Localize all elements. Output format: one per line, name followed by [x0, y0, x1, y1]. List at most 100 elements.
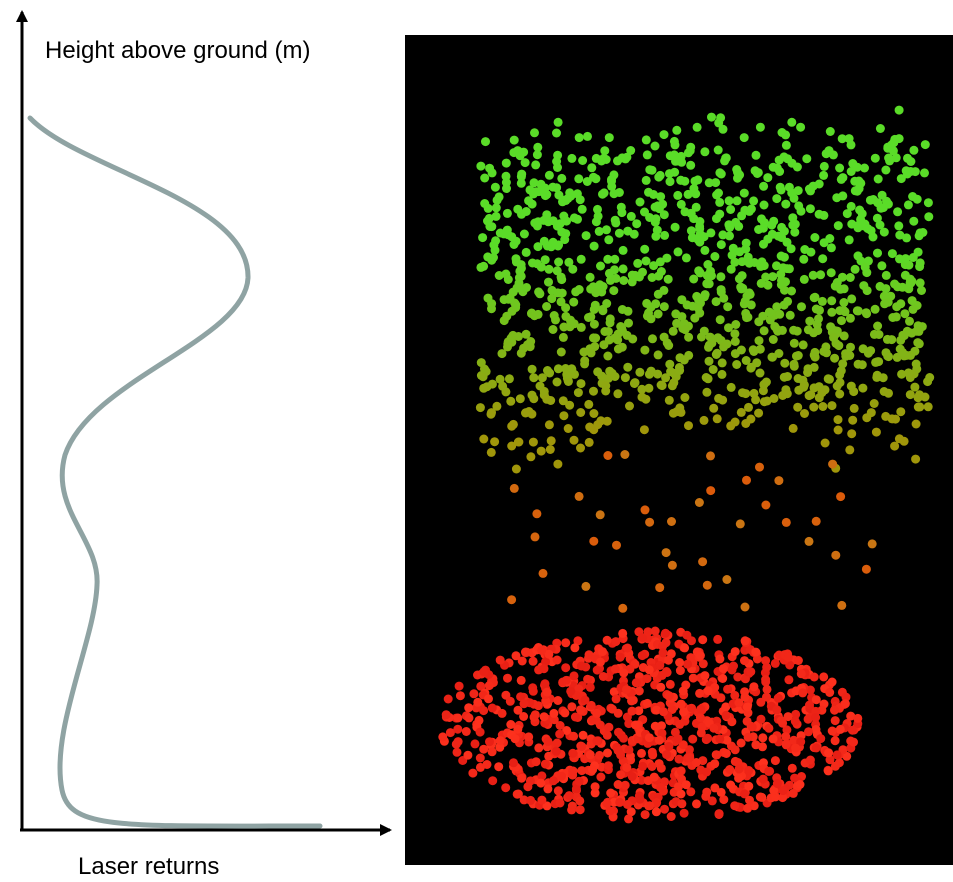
- canopy-point: [640, 345, 650, 355]
- canopy-point: [681, 253, 691, 263]
- canopy-point: [514, 283, 524, 293]
- ground-point: [830, 716, 840, 726]
- ground-point: [567, 805, 577, 815]
- canopy-point: [650, 141, 660, 151]
- canopy-point: [553, 459, 563, 469]
- canopy-point: [749, 388, 759, 398]
- ground-point: [680, 643, 690, 653]
- canopy-point: [877, 190, 887, 200]
- canopy-point: [910, 167, 920, 177]
- canopy-point: [652, 225, 662, 235]
- canopy-point: [596, 261, 605, 271]
- canopy-point: [542, 394, 552, 404]
- canopy-point: [818, 402, 828, 411]
- canopy-point: [805, 316, 815, 326]
- ground-point: [684, 745, 694, 755]
- canopy-point: [915, 402, 925, 412]
- ground-point: [517, 656, 527, 666]
- point-cloud: [438, 105, 935, 824]
- ground-point: [552, 738, 562, 748]
- ground-point: [665, 679, 675, 689]
- ground-point: [571, 784, 581, 794]
- canopy-point: [614, 188, 624, 197]
- canopy-point: [682, 300, 692, 310]
- canopy-point: [667, 381, 677, 391]
- canopy-point: [690, 313, 700, 323]
- canopy-point: [552, 377, 562, 387]
- canopy-point: [775, 309, 785, 319]
- canopy-point: [890, 134, 900, 144]
- canopy-point: [715, 197, 725, 207]
- canopy-point: [780, 358, 790, 368]
- canopy-point: [589, 319, 599, 329]
- ground-point: [479, 744, 489, 754]
- canopy-point: [597, 156, 606, 166]
- ground-point: [825, 755, 835, 765]
- mid-point: [742, 475, 751, 485]
- canopy-point: [571, 287, 581, 297]
- ground-point: [695, 713, 705, 722]
- ground-point: [611, 694, 621, 704]
- ground-point: [655, 661, 665, 670]
- canopy-point: [786, 244, 796, 254]
- canopy-point: [694, 266, 704, 276]
- ground-point: [590, 788, 600, 798]
- canopy-point: [878, 203, 888, 213]
- ground-point: [652, 705, 661, 715]
- canopy-point: [797, 302, 806, 312]
- canopy-point: [858, 344, 868, 354]
- canopy-point: [912, 194, 922, 204]
- ground-point: [482, 760, 492, 769]
- ground-point: [540, 759, 550, 769]
- ground-point: [441, 710, 451, 720]
- ground-point: [623, 643, 632, 653]
- canopy-point: [712, 190, 722, 200]
- canopy-point: [833, 221, 843, 231]
- canopy-point: [534, 187, 544, 197]
- ground-point: [468, 768, 478, 778]
- mid-point: [620, 450, 630, 459]
- canopy-point: [613, 156, 622, 166]
- canopy-point: [740, 205, 750, 215]
- ground-point: [791, 709, 801, 719]
- mid-point: [538, 568, 548, 578]
- ground-point: [703, 686, 713, 696]
- canopy-point: [759, 397, 769, 407]
- canopy-point: [700, 245, 710, 255]
- ground-point: [743, 803, 753, 813]
- canopy-point: [480, 173, 490, 183]
- y-axis-label: Height above ground (m): [45, 37, 310, 64]
- ground-point: [497, 708, 507, 718]
- canopy-point: [816, 270, 826, 280]
- canopy-point: [881, 165, 891, 175]
- canopy-point: [743, 312, 753, 322]
- canopy-point: [526, 452, 536, 462]
- ground-point: [637, 748, 646, 758]
- canopy-point: [923, 402, 933, 412]
- canopy-point: [846, 201, 856, 211]
- canopy-point: [755, 344, 765, 354]
- ground-point: [640, 810, 650, 820]
- ground-point: [533, 701, 543, 711]
- canopy-point: [613, 389, 623, 399]
- ground-point: [764, 766, 774, 776]
- canopy-point: [619, 276, 629, 285]
- canopy-point: [553, 364, 563, 374]
- ground-point: [719, 795, 729, 805]
- canopy-point: [593, 420, 603, 430]
- canopy-point: [913, 393, 923, 403]
- canopy-point: [513, 204, 523, 214]
- ground-point: [683, 659, 692, 669]
- ground-point: [576, 705, 585, 715]
- canopy-point: [554, 190, 564, 200]
- canopy-point: [617, 342, 627, 352]
- canopy-point: [858, 383, 868, 393]
- canopy-point: [537, 373, 547, 383]
- canopy-point: [533, 242, 543, 252]
- canopy-point: [648, 334, 657, 344]
- canopy-point: [659, 302, 669, 312]
- canopy-point: [837, 316, 846, 326]
- canopy-point: [787, 286, 796, 296]
- canopy-point: [616, 202, 626, 212]
- canopy-point: [823, 374, 833, 384]
